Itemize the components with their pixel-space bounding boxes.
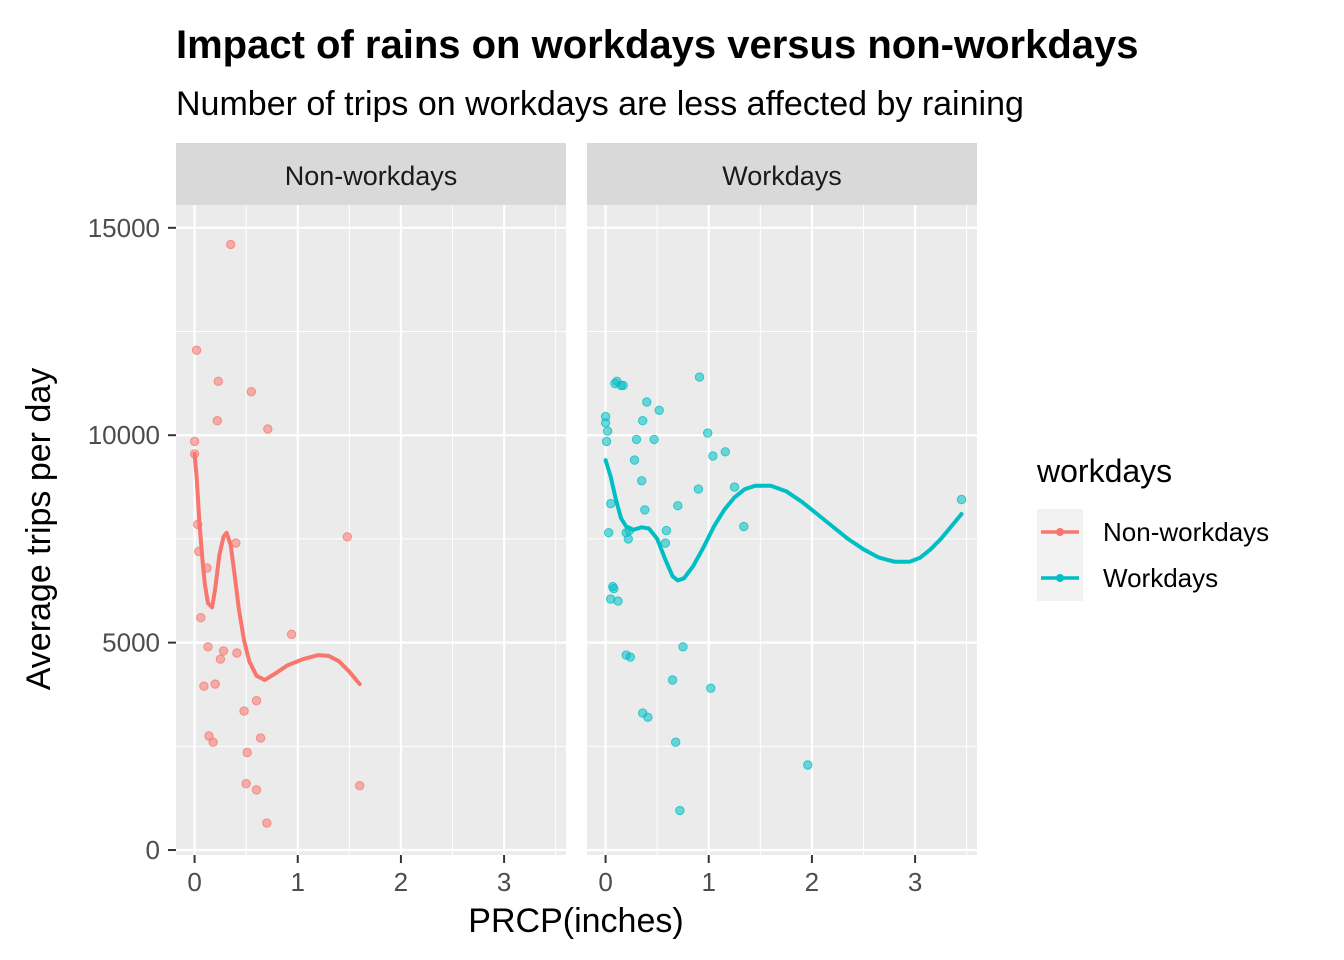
data-point — [203, 642, 213, 652]
data-point — [703, 428, 713, 438]
x-tick-label: 1 — [291, 867, 305, 897]
data-point — [675, 805, 685, 816]
data-point — [739, 521, 749, 532]
data-point — [720, 447, 730, 457]
data-point — [629, 455, 640, 465]
facet-panel-non-workdays: Non-workdays 0 1 2 3 — [176, 143, 566, 897]
data-point — [640, 505, 650, 515]
chart-subtitle: Number of trips on workdays are less aff… — [176, 85, 1024, 123]
data-point — [625, 652, 635, 662]
data-point — [196, 613, 206, 623]
data-point — [604, 528, 614, 538]
data-point — [189, 436, 200, 447]
smooth-line — [192, 451, 362, 687]
y-axis-title: Average trips per day — [20, 368, 58, 691]
panel-background — [176, 205, 566, 855]
data-point — [667, 675, 678, 685]
data-point — [602, 426, 613, 436]
panel-background — [587, 205, 977, 855]
facet-panel-workdays: Workdays 0 1 2 3 — [587, 143, 977, 897]
data-point — [213, 376, 224, 386]
smooth-line — [603, 458, 964, 583]
data-point — [660, 538, 671, 548]
data-point — [199, 681, 209, 691]
data-point — [600, 418, 611, 428]
data-point — [606, 499, 616, 509]
data-point — [706, 683, 716, 693]
legend: workdays Non-workdays Workdays — [1036, 453, 1269, 601]
facet-strip-label: Workdays — [722, 161, 842, 191]
data-point — [661, 525, 672, 536]
x-tick-label: 0 — [187, 867, 201, 897]
data-point — [251, 785, 262, 795]
x-axis-title: PRCP(inches) — [468, 902, 683, 940]
x-tick-label: 3 — [497, 867, 511, 897]
data-point — [231, 538, 241, 548]
data-point — [232, 648, 242, 658]
data-point — [638, 416, 648, 426]
y-tick-label: 15000 — [88, 213, 160, 243]
data-point — [242, 747, 252, 758]
data-point — [342, 532, 352, 542]
facet-strip — [176, 143, 566, 205]
legend-key-non-workdays-point — [1056, 528, 1064, 536]
facet-strip — [587, 143, 977, 205]
data-point — [226, 239, 236, 250]
data-point — [673, 501, 683, 511]
data-point — [671, 737, 681, 747]
data-point — [803, 760, 813, 770]
data-point — [286, 629, 297, 639]
x-tick-label: 2 — [394, 867, 408, 897]
data-point — [643, 712, 653, 722]
legend-title: workdays — [1036, 453, 1172, 489]
data-point — [609, 584, 619, 594]
data-point — [708, 451, 718, 461]
data-point — [637, 476, 647, 486]
y-tick-label: 5000 — [102, 628, 160, 658]
data-point — [241, 779, 251, 789]
data-point — [212, 416, 223, 426]
data-point — [251, 696, 262, 706]
y-tick-label: 0 — [146, 835, 160, 865]
data-point — [191, 345, 202, 355]
y-axis: 0 5000 10000 15000 — [88, 213, 176, 865]
data-point — [208, 737, 218, 747]
data-point — [729, 482, 740, 492]
legend-label-workdays: Workdays — [1103, 563, 1218, 593]
data-point — [246, 387, 257, 397]
y-tick-label: 10000 — [88, 420, 160, 450]
data-point — [255, 733, 266, 743]
data-point — [956, 494, 967, 505]
facet-panels: Non-workdays 0 1 2 3 Workdays 0 1 2 3 — [176, 143, 977, 897]
data-point — [642, 397, 652, 407]
legend-key-background — [1037, 509, 1083, 601]
data-point — [649, 434, 659, 445]
data-point — [239, 706, 249, 716]
data-point — [355, 781, 365, 791]
x-tick-label: 0 — [598, 867, 612, 897]
x-tick-label: 1 — [702, 867, 716, 897]
data-point — [210, 679, 220, 689]
chart-title: Impact of rains on workdays versus non-w… — [176, 23, 1139, 67]
data-point — [218, 646, 229, 656]
data-point — [262, 818, 272, 828]
data-point — [678, 642, 688, 652]
facet-strip-label: Non-workdays — [285, 161, 458, 191]
data-point — [623, 534, 633, 544]
data-point — [618, 380, 628, 391]
x-tick-label: 2 — [805, 867, 819, 897]
legend-key-workdays-point — [1056, 574, 1064, 582]
data-point — [263, 424, 273, 434]
data-point — [631, 434, 642, 445]
data-point — [693, 484, 704, 494]
data-point — [601, 436, 612, 447]
data-point — [694, 372, 705, 382]
data-point — [654, 405, 664, 415]
data-point — [215, 654, 226, 664]
legend-label-non-workdays: Non-workdays — [1103, 517, 1269, 547]
x-tick-label: 3 — [908, 867, 922, 897]
data-point — [613, 596, 623, 606]
